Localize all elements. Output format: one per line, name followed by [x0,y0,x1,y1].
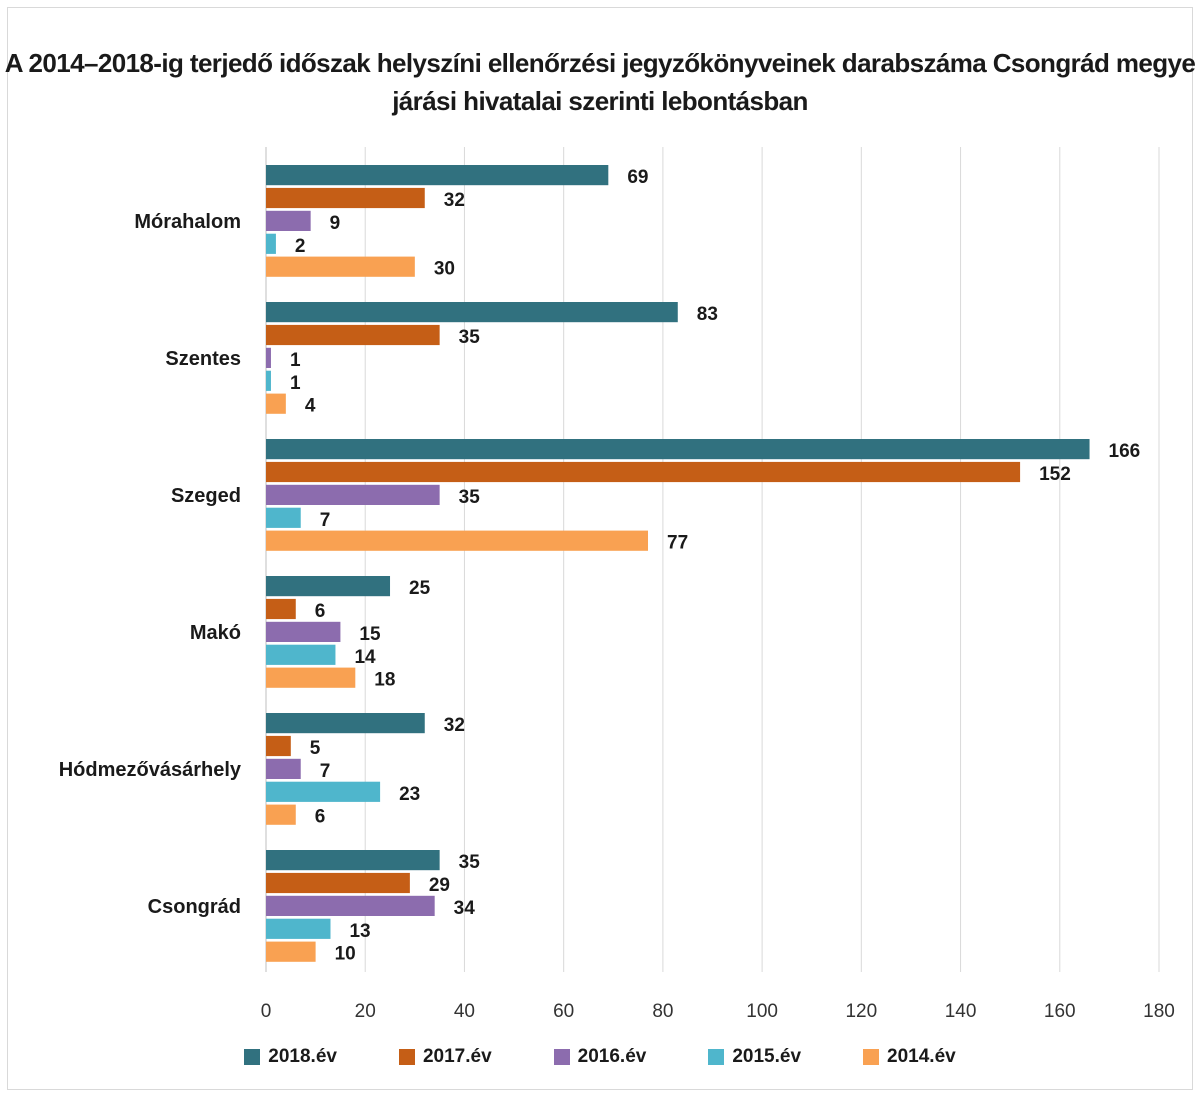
bar [266,210,311,231]
gridlines [265,147,1160,972]
legend-label: 2016.év [577,1046,647,1067]
legend-swatch [398,1049,415,1065]
x-tick-label: 0 [261,1001,272,1022]
category-label: Csongrád [148,896,241,918]
data-label: 23 [399,784,420,805]
bars [266,165,1090,962]
bar [266,781,381,802]
data-label: 34 [454,898,476,919]
data-label: 4 [305,396,316,417]
bar [266,256,415,277]
legend-swatch [553,1049,570,1065]
legend-item: 2014.év [863,1046,956,1068]
data-label: 14 [354,647,376,668]
bar [266,576,391,597]
bar [266,621,341,642]
bar [266,598,296,620]
bar [266,895,435,916]
data-label: 29 [429,875,450,896]
x-axis-ticks: 0 20 40 60 80 100 120 140 160 180 [261,1001,1175,1022]
data-label: 35 [459,487,481,508]
bar [266,393,286,414]
category-labels: Mórahalom Szentes Szeged Makó Hódmezővásárhe… [59,211,242,918]
data-label: 2 [295,236,306,257]
data-label: 7 [320,761,331,782]
bar [266,507,301,528]
x-tick-label: 20 [355,1001,376,1022]
bar [266,667,356,688]
x-tick-label: 40 [454,1001,475,1022]
bar [266,324,440,346]
bar [266,644,336,665]
bar-chart: 6932923083351141661523577725615141832572… [59,147,1175,1022]
x-tick-label: 140 [945,1001,977,1022]
data-label: 15 [359,624,381,645]
data-label: 10 [335,944,356,965]
data-label: 1 [290,350,301,371]
bar [266,804,296,825]
legend-item: 2016.év [553,1046,647,1068]
data-label: 69 [627,167,648,188]
category-label: Hódmezővásárhely [59,759,242,781]
data-label: 13 [349,921,370,942]
data-label: 152 [1039,464,1071,485]
category-label: Makó [190,622,241,644]
bar [266,713,425,734]
bar [266,439,1090,460]
data-label: 83 [697,304,718,325]
x-tick-label: 80 [652,1001,673,1022]
bar [266,370,271,391]
category-label: Mórahalom [134,211,241,233]
bar [266,530,649,551]
bar [266,941,316,962]
bar [266,347,271,368]
x-tick-label: 60 [553,1001,574,1022]
legend-label: 2015.év [732,1046,802,1067]
legend-swatch [708,1049,725,1065]
data-label: 6 [315,807,326,828]
data-label: 35 [459,327,481,348]
category-label: Szeged [171,485,241,507]
legend-label: 2018.év [268,1046,337,1067]
bar [266,918,331,939]
data-label: 7 [320,510,331,531]
bar [266,872,410,894]
legend-swatch [244,1049,261,1065]
x-tick-label: 160 [1044,1001,1076,1022]
data-label: 25 [409,578,431,599]
legend-item: 2017.év [398,1046,492,1068]
data-label: 30 [434,259,455,280]
legend-swatch [863,1049,880,1065]
category-label: Szentes [165,348,241,370]
chart-title: A 2014–2018-ig terjedő időszak helyszíni… [4,48,1196,116]
data-label: 1 [290,373,301,394]
data-label: 77 [667,533,688,554]
bar [266,758,301,779]
data-label: 166 [1109,441,1141,462]
data-label: 6 [315,601,326,622]
data-label: 5 [310,738,321,759]
legend-label: 2017.év [422,1046,492,1067]
x-tick-label: 120 [845,1001,877,1022]
bar [266,233,276,254]
data-label: 9 [330,213,341,234]
bar [266,850,440,871]
legend: 2018.év 2017.év 2016.év 2015.év 2014.év [0,1046,1200,1068]
data-label: 32 [444,715,465,736]
data-label: 18 [374,670,395,691]
legend-label: 2014.év [887,1046,956,1067]
bar [266,165,609,186]
bar [266,484,440,505]
bar [266,461,1021,483]
bar [266,302,678,323]
legend-item: 2018.év [244,1046,337,1068]
legend-item: 2015.év [708,1046,801,1068]
x-tick-label: 100 [746,1001,778,1022]
data-label: 35 [459,852,481,873]
data-labels: 6932923083351141661523577725615141832572… [290,167,1140,965]
bar [266,187,425,209]
data-label: 32 [444,190,465,211]
x-tick-label: 180 [1143,1001,1175,1022]
bar [266,735,291,757]
